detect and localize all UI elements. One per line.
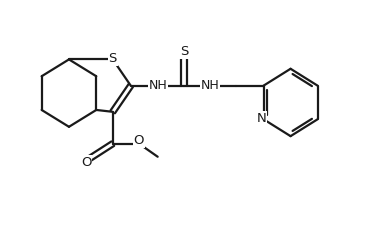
Text: NH: NH [148, 79, 167, 92]
Text: O: O [134, 134, 144, 147]
Text: O: O [81, 156, 92, 169]
Text: NH: NH [201, 79, 219, 92]
Text: N: N [257, 112, 266, 125]
Text: S: S [180, 45, 188, 58]
Text: S: S [108, 52, 117, 65]
